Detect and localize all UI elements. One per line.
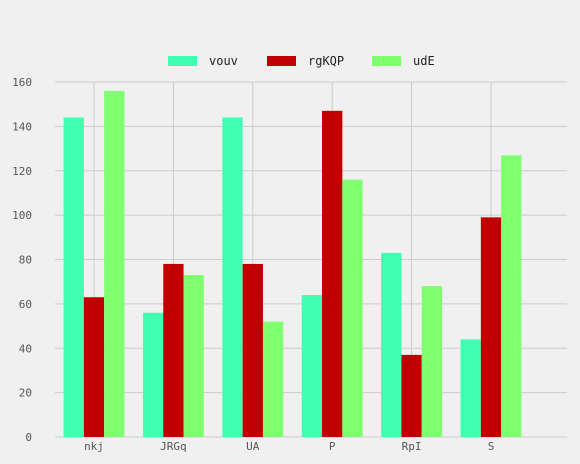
y-tick-label: 120: [12, 165, 32, 178]
bar-vouv-nkj: [63, 117, 84, 437]
x-tick-label: JRGq: [160, 440, 187, 453]
bar-rgKQP-P: [322, 110, 343, 437]
y-tick-label: 20: [19, 387, 32, 400]
bar-rgKQP-nkj: [83, 297, 105, 437]
legend-swatch-udE: [372, 56, 401, 66]
legend-label: rgKQP: [308, 54, 344, 68]
y-tick-label: 40: [19, 342, 32, 355]
legend-swatch-vouv: [168, 56, 197, 66]
y-tick-label: 60: [19, 298, 32, 311]
bar-rgKQP-UA: [242, 263, 263, 437]
bar-udE-nkj: [104, 90, 125, 437]
y-axis: 0 20 40 60 80 100 120 140 160: [12, 76, 32, 444]
legend-label: udE: [413, 54, 435, 68]
x-axis: nkj JRGq UA P RpI S: [84, 440, 494, 453]
x-tick-label: RpI: [402, 440, 422, 453]
bar-rgKQP-S: [480, 217, 502, 437]
legend-label: vouv: [209, 54, 238, 68]
bar-vouv-S: [460, 339, 481, 437]
y-tick-label: 0: [25, 431, 32, 444]
bar-udE-RpI: [421, 286, 443, 437]
bar-vouv-JRGq: [142, 312, 164, 437]
legend-swatch-rgKQP: [267, 56, 296, 66]
y-tick-label: 140: [12, 120, 32, 133]
y-tick-label: 160: [12, 76, 32, 89]
bar-vouv-UA: [222, 117, 243, 437]
x-tick-label: S: [488, 440, 495, 453]
x-tick-label: nkj: [84, 440, 104, 453]
bar-rgKQP-RpI: [401, 354, 422, 437]
bar-udE-P: [342, 179, 363, 437]
bar-rgKQP-JRGq: [163, 263, 184, 437]
bar-vouv-P: [301, 295, 323, 437]
bar-vouv-RpI: [381, 252, 402, 437]
legend: vouv rgKQP udE: [168, 54, 435, 68]
bar-udE-S: [501, 155, 522, 437]
x-tick-label: UA: [246, 440, 260, 453]
x-tick-label: P: [329, 440, 336, 453]
bar-udE-JRGq: [183, 275, 204, 437]
bars: [63, 90, 522, 437]
y-tick-label: 100: [12, 209, 32, 222]
bar-udE-UA: [262, 321, 284, 437]
y-tick-label: 80: [19, 254, 32, 267]
